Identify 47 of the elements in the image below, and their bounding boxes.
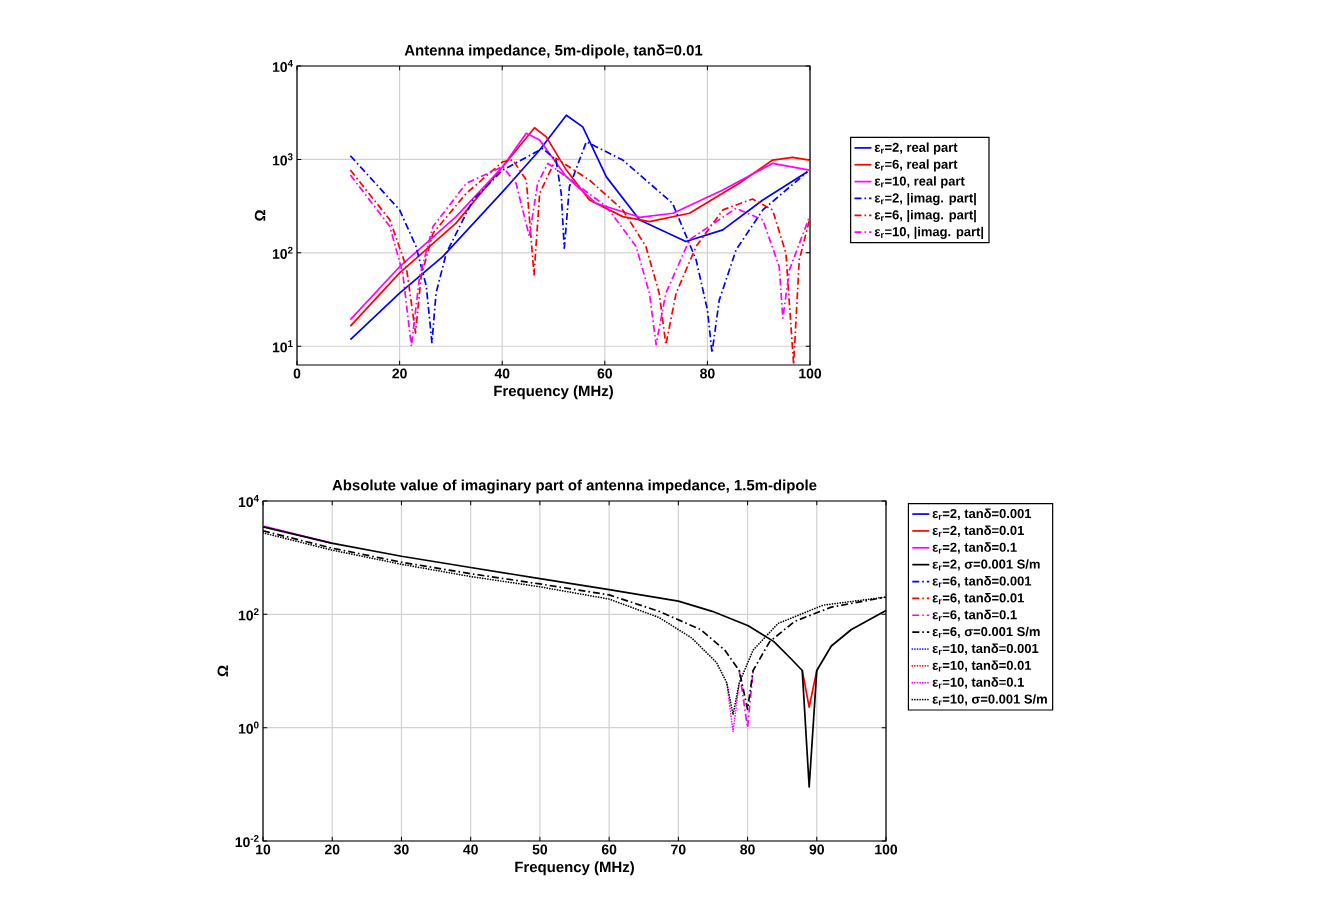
x-tick-label: 80 xyxy=(700,368,715,379)
x-tick-label: 40 xyxy=(463,844,478,855)
x-tick-label: 40 xyxy=(494,368,510,379)
y-tick-label: 10$^{0}$ xyxy=(238,721,259,734)
x-tick-label: 90 xyxy=(809,844,824,855)
legend-label: ε$_{r}$=2, |imag. part| xyxy=(874,193,976,206)
x-tick-label: 20 xyxy=(392,368,407,379)
x-tick-label: 70 xyxy=(671,844,686,855)
legend-label: ε$_{r}$=10, tanδ=0.001 xyxy=(932,643,1039,655)
x-tick-label: 10 xyxy=(256,844,271,855)
legend-label: ε$_{r}$=2, tanδ=0.01 xyxy=(932,525,1024,537)
legend-label: ε$_{r}$=6, tanδ=0.01 xyxy=(932,592,1024,605)
legend-label: ε$_{r}$=10, tanδ=0.1 xyxy=(932,677,1024,689)
chart-title: Absolute value of imaginary part of antenna impedance, 1.5m-dipole xyxy=(332,479,817,494)
x-tick-label: 20 xyxy=(324,844,340,855)
legend-label: ε$_{r}$=6, real part xyxy=(874,159,958,172)
x-axis-title: Frequency (MHz) xyxy=(515,861,634,876)
y-tick-label: 10$^{1}$ xyxy=(272,340,293,353)
x-tick-label: 30 xyxy=(394,844,409,855)
legend-label: ε$_{r}$=2, real part xyxy=(874,142,958,155)
x-tick-label: 60 xyxy=(597,368,612,379)
legend-label: ε$_{r}$=10, real part xyxy=(874,176,965,189)
y-tick-label: 10$^{4}$ xyxy=(238,494,259,508)
x-tick-label: 60 xyxy=(601,844,617,855)
x-tick-label: 100 xyxy=(799,368,822,379)
y-axis-title: Ω xyxy=(217,665,228,677)
legend-label: ε$_{r}$=6, tanδ=0.1 xyxy=(932,609,1017,622)
y-tick-label: 10$^{2}$ xyxy=(272,246,293,259)
legend-label: ε$_{r}$=2, tanδ=0.001 xyxy=(932,508,1032,521)
y-tick-label: 10$^{4}$ xyxy=(272,59,293,73)
x-tick-label: 80 xyxy=(740,844,755,855)
x-tick-label: 50 xyxy=(532,844,548,855)
legend-label: ε$_{r}$=6, tanδ=0.001 xyxy=(932,576,1032,588)
legend-label: ε$_{r}$=10, σ=0.001 S/m xyxy=(932,694,1047,706)
legend-label: ε$_{r}$=6, |imag. part| xyxy=(874,209,976,223)
legend-label: ε$_{r}$=10, |imag. part| xyxy=(874,226,984,240)
y-axis-title: Ω xyxy=(254,210,266,221)
chart-title: Antenna impedance, 5m-dipole, tanδ=0.01 xyxy=(404,44,703,59)
x-axis-title: Frequency (MHz) xyxy=(494,385,613,400)
legend-label: ε$_{r}$=2, σ=0.001 S/m xyxy=(932,559,1040,571)
y-tick-label: 10$^{2}$ xyxy=(238,608,259,621)
x-tick-label: 100 xyxy=(875,844,898,855)
legend-label: ε$_{r}$=10, tanδ=0.01 xyxy=(932,660,1032,672)
legend-label: ε$_{r}$=6, σ=0.001 S/m xyxy=(932,626,1040,639)
legend-label: ε$_{r}$=2, tanδ=0.1 xyxy=(932,542,1017,554)
x-tick-label: 0 xyxy=(293,368,301,379)
y-tick-label: 10$^{3}$ xyxy=(272,153,293,166)
